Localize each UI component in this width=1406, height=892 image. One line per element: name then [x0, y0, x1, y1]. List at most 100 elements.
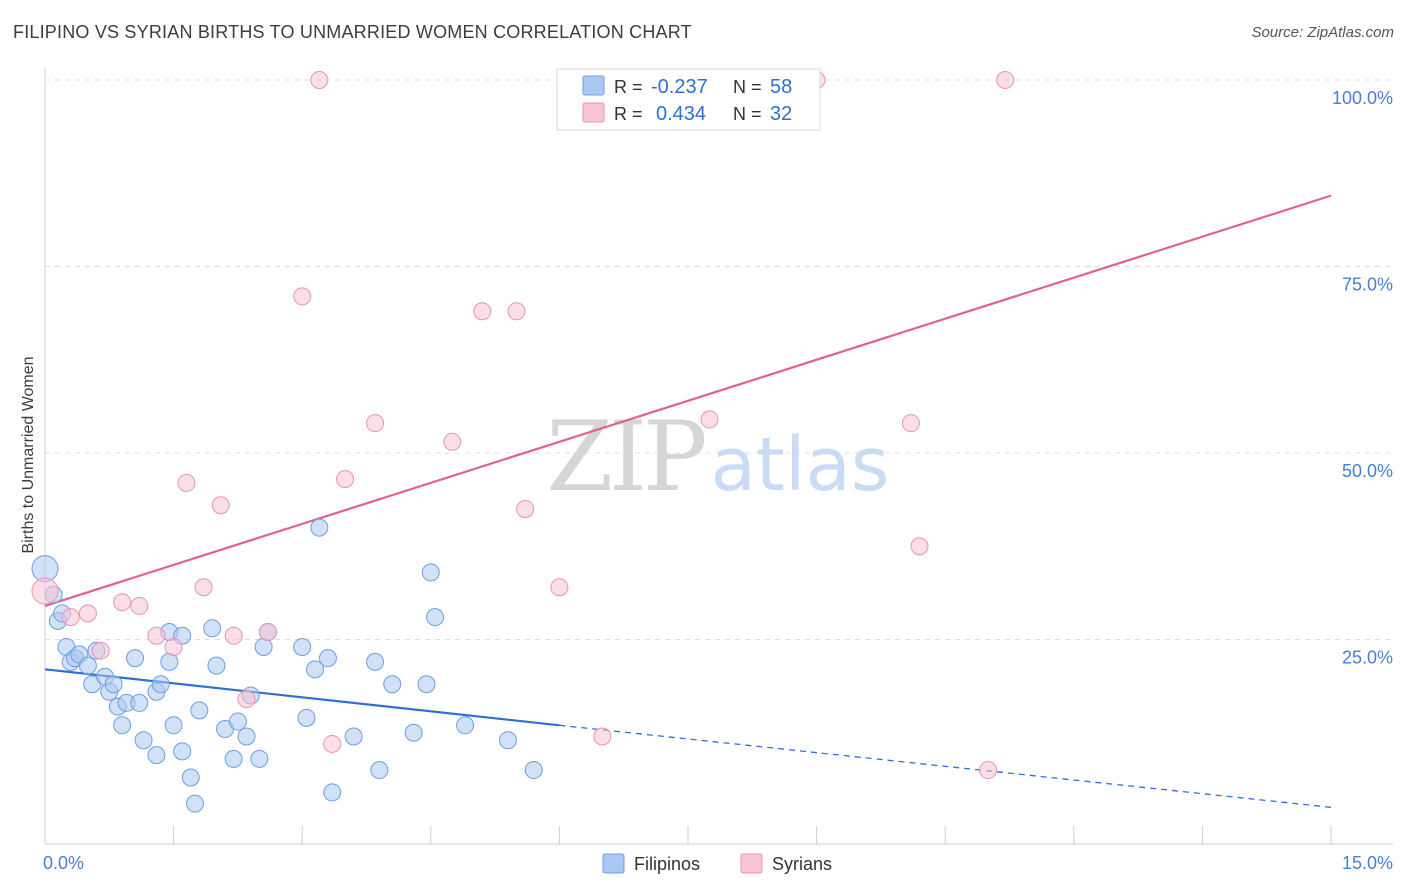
legend-n-label: N =	[733, 77, 762, 97]
syrian-point	[31, 577, 59, 605]
filipino-trend-line	[44, 668, 560, 727]
syrian-point	[323, 734, 342, 753]
filipino-point	[237, 727, 256, 746]
filipino-point	[207, 656, 226, 675]
syrian-point	[901, 414, 920, 433]
bottom-legend: Filipinos Syrians	[602, 853, 832, 874]
filipino-point	[426, 608, 445, 627]
chart-title: FILIPINO VS SYRIAN BIRTHS TO UNMARRIED W…	[13, 22, 692, 42]
bottom-legend-syrians: Syrians	[772, 854, 832, 874]
filipino-point	[190, 701, 209, 720]
filipino-point	[404, 723, 423, 742]
filipino-point	[318, 649, 337, 668]
filipino-point	[310, 518, 329, 537]
y-tick-label: 50.0%	[1342, 461, 1393, 481]
filipino-point	[228, 712, 247, 731]
filipino-point	[297, 708, 316, 727]
bottom-legend-swatch-filipinos	[602, 853, 625, 874]
filipino-point	[498, 731, 517, 750]
y-tick-label: 100.0%	[1332, 88, 1393, 108]
syrian-point	[550, 578, 569, 597]
syrian-point	[147, 626, 166, 645]
trend-lines	[44, 194, 1332, 808]
bottom-legend-swatch-syrians	[740, 853, 763, 874]
axes	[44, 68, 1393, 845]
filipino-point	[104, 675, 123, 694]
legend-n-value: 32	[770, 103, 792, 125]
syrian-point	[996, 71, 1015, 89]
filipino-point	[254, 637, 273, 656]
syrian-point	[177, 473, 196, 492]
filipino-point	[366, 652, 385, 671]
legend-n-label: N =	[733, 104, 762, 124]
syrian-point	[91, 641, 110, 660]
syrian-point	[979, 761, 998, 780]
filipino-point	[293, 637, 312, 656]
legend-r-value: -0.237	[651, 76, 708, 98]
syrian-point	[224, 626, 243, 645]
syrian-point	[61, 608, 80, 627]
legend-r-value: 0.434	[656, 103, 706, 125]
filipino-point	[456, 716, 475, 735]
syrian-point	[310, 71, 329, 89]
filipino-trend-extension	[559, 724, 1332, 808]
grid-lines	[45, 79, 1393, 640]
legend-swatch-filipinos	[582, 75, 605, 96]
syrian-point	[164, 637, 183, 656]
syrian-point	[507, 302, 526, 321]
filipino-point	[130, 693, 149, 712]
syrian-point	[194, 578, 213, 597]
legend-box: R = -0.237 N = 58 R = 0.434 N = 32	[556, 68, 821, 131]
watermark-zip: ZIP	[546, 401, 705, 513]
filipino-point	[173, 742, 192, 761]
filipino-point	[524, 761, 543, 780]
y-axis-label: Births to Unmarried Women	[20, 356, 37, 553]
filipino-point	[203, 619, 222, 638]
syrian-point	[700, 410, 719, 429]
tick-labels: 100.0% 75.0% 50.0% 25.0% 0.0% 15.0%	[43, 88, 1393, 873]
filipino-point	[181, 768, 200, 787]
y-tick-label: 25.0%	[1342, 648, 1393, 668]
syrian-point	[113, 593, 132, 612]
watermark-atlas: atlas	[711, 422, 890, 508]
syrian-point	[336, 470, 355, 489]
filipino-point	[147, 746, 166, 765]
filipino-point	[113, 716, 132, 735]
filipino-point	[306, 660, 325, 679]
syrian-trend-line	[44, 194, 1332, 607]
syrian-point	[211, 496, 230, 515]
filipino-point	[186, 794, 205, 813]
legend-swatch-syrians	[582, 102, 605, 123]
filipino-point	[383, 675, 402, 694]
source-label: Source: ZipAtlas.com	[1251, 24, 1394, 41]
filipino-point	[126, 649, 145, 668]
filipino-point	[250, 749, 269, 768]
filipino-point	[151, 675, 170, 694]
syrian-point	[443, 432, 462, 451]
filipino-point	[344, 727, 363, 746]
data-points	[31, 71, 1015, 813]
filipino-point	[164, 716, 183, 735]
legend-r-label: R =	[614, 104, 643, 124]
syrian-point	[78, 604, 97, 623]
filipino-point	[417, 675, 436, 694]
syrian-point	[366, 414, 385, 433]
filipino-point	[78, 656, 97, 675]
filipino-point	[224, 749, 243, 768]
syrian-point	[473, 302, 492, 321]
filipino-point	[370, 761, 389, 780]
x-tick-label: 15.0%	[1342, 853, 1393, 873]
syrian-point	[130, 596, 149, 615]
filipino-point	[160, 652, 179, 671]
syrian-point	[593, 727, 612, 746]
syrian-point	[237, 690, 256, 709]
bottom-legend-filipinos: Filipinos	[634, 854, 700, 874]
y-tick-label: 75.0%	[1342, 275, 1393, 295]
x-tick-label: 0.0%	[43, 853, 84, 873]
syrian-point	[293, 287, 312, 306]
filipino-point	[134, 731, 153, 750]
legend-n-value: 58	[770, 76, 792, 98]
syrian-point	[258, 623, 277, 642]
syrian-point	[910, 537, 929, 556]
